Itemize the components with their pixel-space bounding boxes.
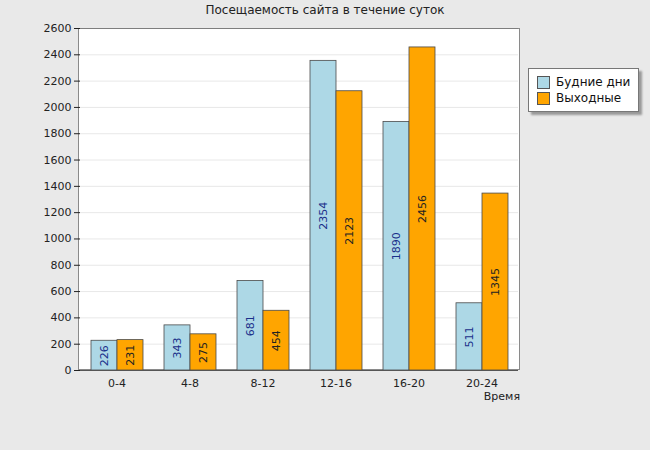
html-text:Время: Время bbox=[483, 390, 520, 403]
svg-text:0-4: 0-4 bbox=[108, 377, 126, 390]
svg-text:1800: 1800 bbox=[44, 127, 72, 140]
svg-text:681: 681 bbox=[244, 315, 257, 336]
svg-text:600: 600 bbox=[51, 285, 72, 298]
svg-text:2600: 2600 bbox=[44, 22, 72, 35]
svg-text:20-24: 20-24 bbox=[466, 377, 498, 390]
svg-text:275: 275 bbox=[197, 342, 210, 363]
svg-text:800: 800 bbox=[51, 259, 72, 272]
svg-text:2123: 2123 bbox=[343, 217, 356, 245]
svg-text:1600: 1600 bbox=[44, 154, 72, 167]
svg-text:200: 200 bbox=[51, 338, 72, 351]
svg-text:4-8: 4-8 bbox=[181, 377, 199, 390]
svg-text:8-12: 8-12 bbox=[251, 377, 276, 390]
svg-text:1400: 1400 bbox=[44, 180, 72, 193]
svg-text:511: 511 bbox=[463, 326, 476, 347]
svg-text:2456: 2456 bbox=[416, 195, 429, 223]
svg-text:2000: 2000 bbox=[44, 101, 72, 114]
svg-text:343: 343 bbox=[171, 337, 184, 358]
html-text:Выходные: Выходные bbox=[556, 91, 622, 105]
svg-text:400: 400 bbox=[51, 311, 72, 324]
svg-text:231: 231 bbox=[124, 345, 137, 366]
svg-text:2400: 2400 bbox=[44, 48, 72, 61]
html-text:Будние дни: Будние дни bbox=[556, 75, 631, 89]
html-text:Посещаемость сайта в течение с: Посещаемость сайта в течение суток bbox=[205, 3, 445, 17]
svg-text:2354: 2354 bbox=[317, 202, 330, 230]
svg-text:226: 226 bbox=[98, 345, 111, 366]
svg-text:16-20: 16-20 bbox=[393, 377, 425, 390]
svg-text:1345: 1345 bbox=[489, 268, 502, 296]
svg-text:1200: 1200 bbox=[44, 206, 72, 219]
svg-text:1890: 1890 bbox=[390, 232, 403, 260]
svg-text:2200: 2200 bbox=[44, 75, 72, 88]
svg-text:0: 0 bbox=[65, 364, 72, 377]
svg-text:12-16: 12-16 bbox=[320, 377, 352, 390]
svg-text:1000: 1000 bbox=[44, 232, 72, 245]
svg-text:454: 454 bbox=[270, 330, 283, 351]
